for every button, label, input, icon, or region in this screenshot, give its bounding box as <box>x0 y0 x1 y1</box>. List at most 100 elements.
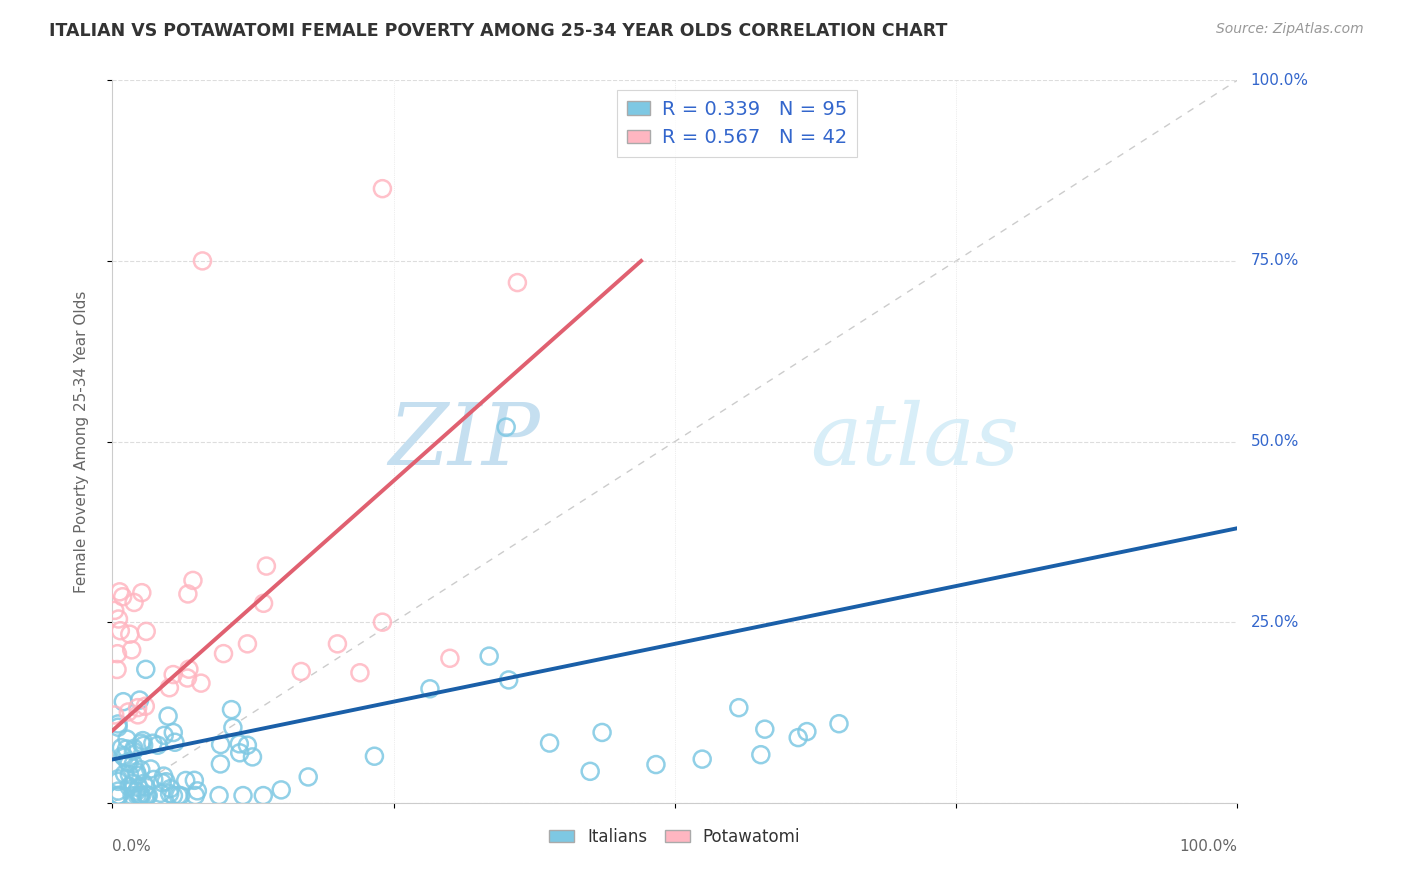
Point <box>297 770 319 784</box>
Text: 50.0%: 50.0% <box>1251 434 1299 449</box>
Point <box>236 637 259 651</box>
Point <box>749 747 772 762</box>
Point <box>478 649 501 664</box>
Text: ITALIAN VS POTAWATOMI FEMALE POVERTY AMONG 25-34 YEAR OLDS CORRELATION CHART: ITALIAN VS POTAWATOMI FEMALE POVERTY AMO… <box>49 22 948 40</box>
Point <box>796 724 818 739</box>
Point <box>162 667 184 681</box>
Point <box>105 663 128 677</box>
Text: 75.0%: 75.0% <box>1251 253 1299 268</box>
Point <box>157 681 180 695</box>
Point <box>159 787 181 801</box>
Point <box>132 733 155 747</box>
Point <box>136 789 159 803</box>
Point <box>117 755 139 769</box>
Point <box>184 789 207 803</box>
Point <box>162 789 184 803</box>
Point <box>159 781 181 796</box>
Point <box>787 731 810 745</box>
Point <box>111 590 134 604</box>
Point <box>270 783 292 797</box>
Point <box>108 584 131 599</box>
Point <box>114 767 136 781</box>
Point <box>155 774 177 789</box>
Point <box>104 708 127 723</box>
Point <box>104 603 127 617</box>
Point <box>127 707 149 722</box>
Point <box>177 662 200 676</box>
Point <box>181 574 204 588</box>
Point <box>363 749 385 764</box>
Point <box>146 738 169 752</box>
Point <box>349 665 371 680</box>
Point <box>157 709 180 723</box>
Point <box>136 789 159 803</box>
Text: 0.0%: 0.0% <box>112 838 152 854</box>
Point <box>236 738 259 752</box>
Point <box>107 772 129 786</box>
Point <box>242 750 264 764</box>
Point <box>186 784 208 798</box>
Point <box>232 789 254 803</box>
Point <box>208 789 231 803</box>
Point <box>177 587 200 601</box>
Point <box>129 789 152 803</box>
Point <box>107 647 129 661</box>
Point <box>132 739 155 753</box>
Text: ZIP: ZIP <box>388 401 540 483</box>
Y-axis label: Female Poverty Among 25-34 Year Olds: Female Poverty Among 25-34 Year Olds <box>75 291 89 592</box>
Point <box>132 776 155 790</box>
Point <box>128 789 150 803</box>
Point <box>110 740 132 755</box>
Point <box>252 596 274 610</box>
Point <box>221 703 243 717</box>
Point <box>134 699 156 714</box>
Point <box>174 773 197 788</box>
Point <box>127 780 149 795</box>
Point <box>222 721 245 735</box>
Point <box>129 763 152 777</box>
Point <box>107 784 129 798</box>
Text: 25.0%: 25.0% <box>1251 615 1299 630</box>
Point <box>142 736 165 750</box>
Point <box>122 776 145 790</box>
Point <box>229 746 252 760</box>
Point <box>209 738 232 752</box>
Point <box>139 762 162 776</box>
Point <box>191 253 214 268</box>
Point <box>176 671 198 685</box>
Point <box>252 789 274 803</box>
Point <box>129 789 152 803</box>
Point <box>122 595 145 609</box>
Point <box>169 789 191 803</box>
Point <box>506 276 529 290</box>
Point <box>290 665 312 679</box>
Point <box>135 780 157 794</box>
Point <box>135 624 157 639</box>
Point <box>326 637 349 651</box>
Text: 100.0%: 100.0% <box>1251 73 1309 87</box>
Text: 100.0%: 100.0% <box>1180 838 1237 854</box>
Point <box>754 722 776 736</box>
Point <box>122 741 145 756</box>
Point <box>112 695 135 709</box>
Point <box>118 780 141 794</box>
Point <box>122 744 145 758</box>
Point <box>163 735 186 749</box>
Legend: Italians, Potawatomi: Italians, Potawatomi <box>543 821 807 852</box>
Point <box>690 752 713 766</box>
Point <box>127 700 149 714</box>
Point <box>129 736 152 750</box>
Point <box>579 764 602 779</box>
Point <box>167 789 190 803</box>
Point <box>135 788 157 802</box>
Point <box>498 673 520 687</box>
Point <box>371 615 394 630</box>
Point <box>209 756 232 771</box>
Point <box>122 756 145 771</box>
Point <box>495 420 517 434</box>
Point <box>111 748 134 763</box>
Point <box>107 774 129 789</box>
Point <box>107 717 129 731</box>
Point <box>127 768 149 782</box>
Point <box>107 789 129 803</box>
